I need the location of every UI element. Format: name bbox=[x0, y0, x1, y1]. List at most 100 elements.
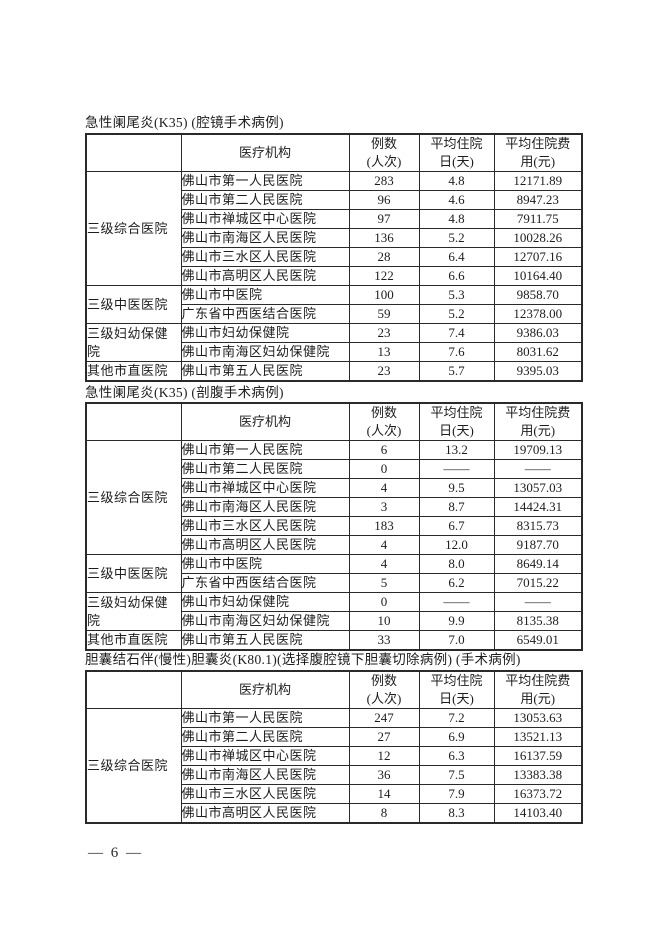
avg-cost-cell: 13053.63 bbox=[493, 708, 583, 728]
header-cell: 医疗机构 bbox=[180, 670, 350, 709]
table-row: 佛山市第二人民医院 96 4.6 8947.23 bbox=[86, 190, 583, 210]
cases-cell: 33 bbox=[348, 630, 420, 651]
cases-cell: 122 bbox=[348, 266, 420, 286]
cases-cell: 183 bbox=[348, 516, 420, 536]
hospital-cell: 佛山市南海区妇幼保健院 bbox=[180, 611, 350, 631]
table-row: 三级综合医院 佛山市第一人民医院 283 4.8 12171.89 bbox=[85, 171, 583, 286]
cases-cell: 100 bbox=[348, 285, 420, 305]
hospital-cell: 佛山市第五人民医院 bbox=[180, 630, 350, 651]
cases-cell: 13 bbox=[348, 342, 420, 362]
hospital-cell: 佛山市第一人民医院 bbox=[180, 708, 350, 728]
header-cell: 医疗机构 bbox=[180, 133, 350, 172]
table-row: 其他市直医院 佛山市第五人民医院 23 5.7 9395.03 bbox=[85, 361, 583, 382]
hospital-cell: 佛山市南海区人民医院 bbox=[180, 497, 350, 517]
avg-cost-cell: 19709.13 bbox=[493, 440, 583, 460]
avg-cost-cell: 8031.62 bbox=[493, 342, 583, 362]
category-cell: 三级综合医院 bbox=[85, 708, 182, 824]
avg-cost-cell: —— bbox=[493, 459, 583, 479]
hospital-cell: 佛山市中医院 bbox=[180, 554, 350, 574]
avg-stay-days-cell: 4.6 bbox=[418, 190, 495, 210]
hospital-cell: 佛山市高明区人民医院 bbox=[180, 535, 350, 555]
category-cell: 三级妇幼保健院 bbox=[85, 592, 182, 631]
hospital-cell: 佛山市禅城区中心医院 bbox=[180, 746, 350, 766]
section-title-laparoscopic-appendicitis: 急性阑尾炎(K35) (腔镜手术病例) bbox=[85, 115, 284, 130]
avg-cost-cell: 13057.03 bbox=[493, 478, 583, 498]
header-cell bbox=[85, 670, 182, 709]
table-row: 三级中医医院 佛山市中医院 100 5.3 9858.70 bbox=[85, 285, 583, 324]
table-header-row: 医疗机构 例数 (人次) 平均住院 日(天) 平均住院费 用(元) bbox=[85, 402, 583, 441]
hospital-cell: 佛山市妇幼保健院 bbox=[180, 323, 350, 343]
table-row: 三级妇幼保健院 佛山市妇幼保健院 0 —— —— bbox=[85, 592, 583, 631]
avg-cost-cell: 7911.75 bbox=[493, 209, 583, 229]
header-cell: 平均住院费 用(元) bbox=[493, 670, 583, 709]
table-row: 广东省中西医结合医院 5 6.2 7015.22 bbox=[86, 573, 583, 593]
avg-cost-cell: 13383.38 bbox=[493, 765, 583, 785]
cases-cell: 97 bbox=[348, 209, 420, 229]
table-body: 三级综合医院 佛山市第一人民医院 283 4.8 12171.89 佛山市第二人民医院 96… bbox=[85, 171, 583, 382]
avg-cost-cell: 14424.31 bbox=[493, 497, 583, 517]
avg-cost-cell: 9395.03 bbox=[493, 361, 583, 382]
table-row: 三级中医医院 佛山市中医院 4 8.0 8649.14 bbox=[85, 554, 583, 593]
table-row: 其他市直医院 佛山市第五人民医院 33 7.0 6549.01 bbox=[85, 630, 583, 651]
hospital-cell: 佛山市三水区人民医院 bbox=[180, 247, 350, 267]
hospital-cell: 佛山市禅城区中心医院 bbox=[180, 209, 350, 229]
cases-cell: 4 bbox=[348, 535, 420, 555]
category-cell: 其他市直医院 bbox=[85, 361, 182, 382]
hospital-cell: 佛山市三水区人民医院 bbox=[180, 516, 350, 536]
table-row: 佛山市南海区妇幼保健院 13 7.6 8031.62 bbox=[86, 342, 583, 362]
hospital-cell: 佛山市妇幼保健院 bbox=[180, 592, 350, 612]
avg-cost-cell: 10028.26 bbox=[493, 228, 583, 248]
hospital-cell: 佛山市第二人民医院 bbox=[180, 190, 350, 210]
table-row: 佛山市高明区人民医院 122 6.6 10164.40 bbox=[86, 266, 583, 286]
cases-cell: 23 bbox=[348, 323, 420, 343]
cases-cell: 0 bbox=[348, 592, 420, 612]
avg-stay-days-cell: 7.5 bbox=[418, 765, 495, 785]
section-title-open-appendicitis: 急性阑尾炎(K35) (剖腹手术病例) bbox=[85, 385, 284, 400]
table-header: 医疗机构 例数 (人次) 平均住院 日(天) 平均住院费 用(元) bbox=[85, 133, 583, 172]
avg-cost-cell: 9187.70 bbox=[493, 535, 583, 555]
avg-stay-days-cell: 6.6 bbox=[418, 266, 495, 286]
avg-stay-days-cell: 9.5 bbox=[418, 478, 495, 498]
avg-cost-cell: —— bbox=[493, 592, 583, 612]
avg-cost-cell: 8315.73 bbox=[493, 516, 583, 536]
avg-cost-cell: 8947.23 bbox=[493, 190, 583, 210]
avg-stay-days-cell: 5.7 bbox=[418, 361, 495, 382]
category-cell: 其他市直医院 bbox=[85, 630, 182, 651]
avg-stay-days-cell: 7.9 bbox=[418, 784, 495, 804]
table-row: 佛山市禅城区中心医院 97 4.8 7911.75 bbox=[86, 209, 583, 229]
hospital-cell: 佛山市高明区人民医院 bbox=[180, 803, 350, 824]
avg-stay-days-cell: 6.4 bbox=[418, 247, 495, 267]
avg-stay-days-cell: 7.0 bbox=[418, 630, 495, 651]
table-row: 佛山市南海区人民医院 36 7.5 13383.38 bbox=[86, 765, 583, 785]
table-row: 佛山市高明区人民医院 8 8.3 14103.40 bbox=[86, 803, 583, 824]
cases-cell: 27 bbox=[348, 727, 420, 747]
avg-cost-cell: 9858.70 bbox=[493, 285, 583, 305]
category-cell: 三级中医医院 bbox=[85, 285, 182, 324]
avg-cost-cell: 12378.00 bbox=[493, 304, 583, 324]
footer-page-number: — 6 — bbox=[88, 845, 143, 861]
avg-stay-days-cell: 8.3 bbox=[418, 803, 495, 824]
stats-table-laparoscopic-appendicitis: 医疗机构 例数 (人次) 平均住院 日(天) 平均住院费 用(元) 三级综合医院 佛山市… bbox=[85, 133, 583, 382]
table-header-row: 医疗机构 例数 (人次) 平均住院 日(天) 平均住院费 用(元) bbox=[85, 133, 583, 172]
cases-cell: 96 bbox=[348, 190, 420, 210]
avg-cost-cell: 9386.03 bbox=[493, 323, 583, 343]
hospital-cell: 佛山市南海区人民医院 bbox=[180, 228, 350, 248]
header-cell bbox=[85, 133, 182, 172]
table-body: 三级综合医院 佛山市第一人民医院 247 7.2 13053.63 佛山市第二人民医院 27… bbox=[85, 708, 583, 824]
cases-cell: 28 bbox=[348, 247, 420, 267]
avg-stay-days-cell: 5.2 bbox=[418, 228, 495, 248]
hospital-cell: 佛山市第五人民医院 bbox=[180, 361, 350, 382]
table-row: 佛山市三水区人民医院 14 7.9 16373.72 bbox=[86, 784, 583, 804]
avg-stay-days-cell: 8.7 bbox=[418, 497, 495, 517]
table-header: 医疗机构 例数 (人次) 平均住院 日(天) 平均住院费 用(元) bbox=[85, 670, 583, 709]
avg-cost-cell: 6549.01 bbox=[493, 630, 583, 651]
section-title-cholecystitis: 胆囊结石伴(慢性)胆囊炎(K80.1)(选择腹腔镜下胆囊切除病例) (手术病例) bbox=[85, 652, 521, 667]
cases-cell: 36 bbox=[348, 765, 420, 785]
avg-cost-cell: 8649.14 bbox=[493, 554, 583, 574]
table-row: 三级妇幼保健院 佛山市妇幼保健院 23 7.4 9386.03 bbox=[85, 323, 583, 362]
cases-cell: 10 bbox=[348, 611, 420, 631]
hospital-cell: 佛山市禅城区中心医院 bbox=[180, 478, 350, 498]
hospital-cell: 佛山市第二人民医院 bbox=[180, 727, 350, 747]
avg-cost-cell: 10164.40 bbox=[493, 266, 583, 286]
table-row: 广东省中西医结合医院 59 5.2 12378.00 bbox=[86, 304, 583, 324]
